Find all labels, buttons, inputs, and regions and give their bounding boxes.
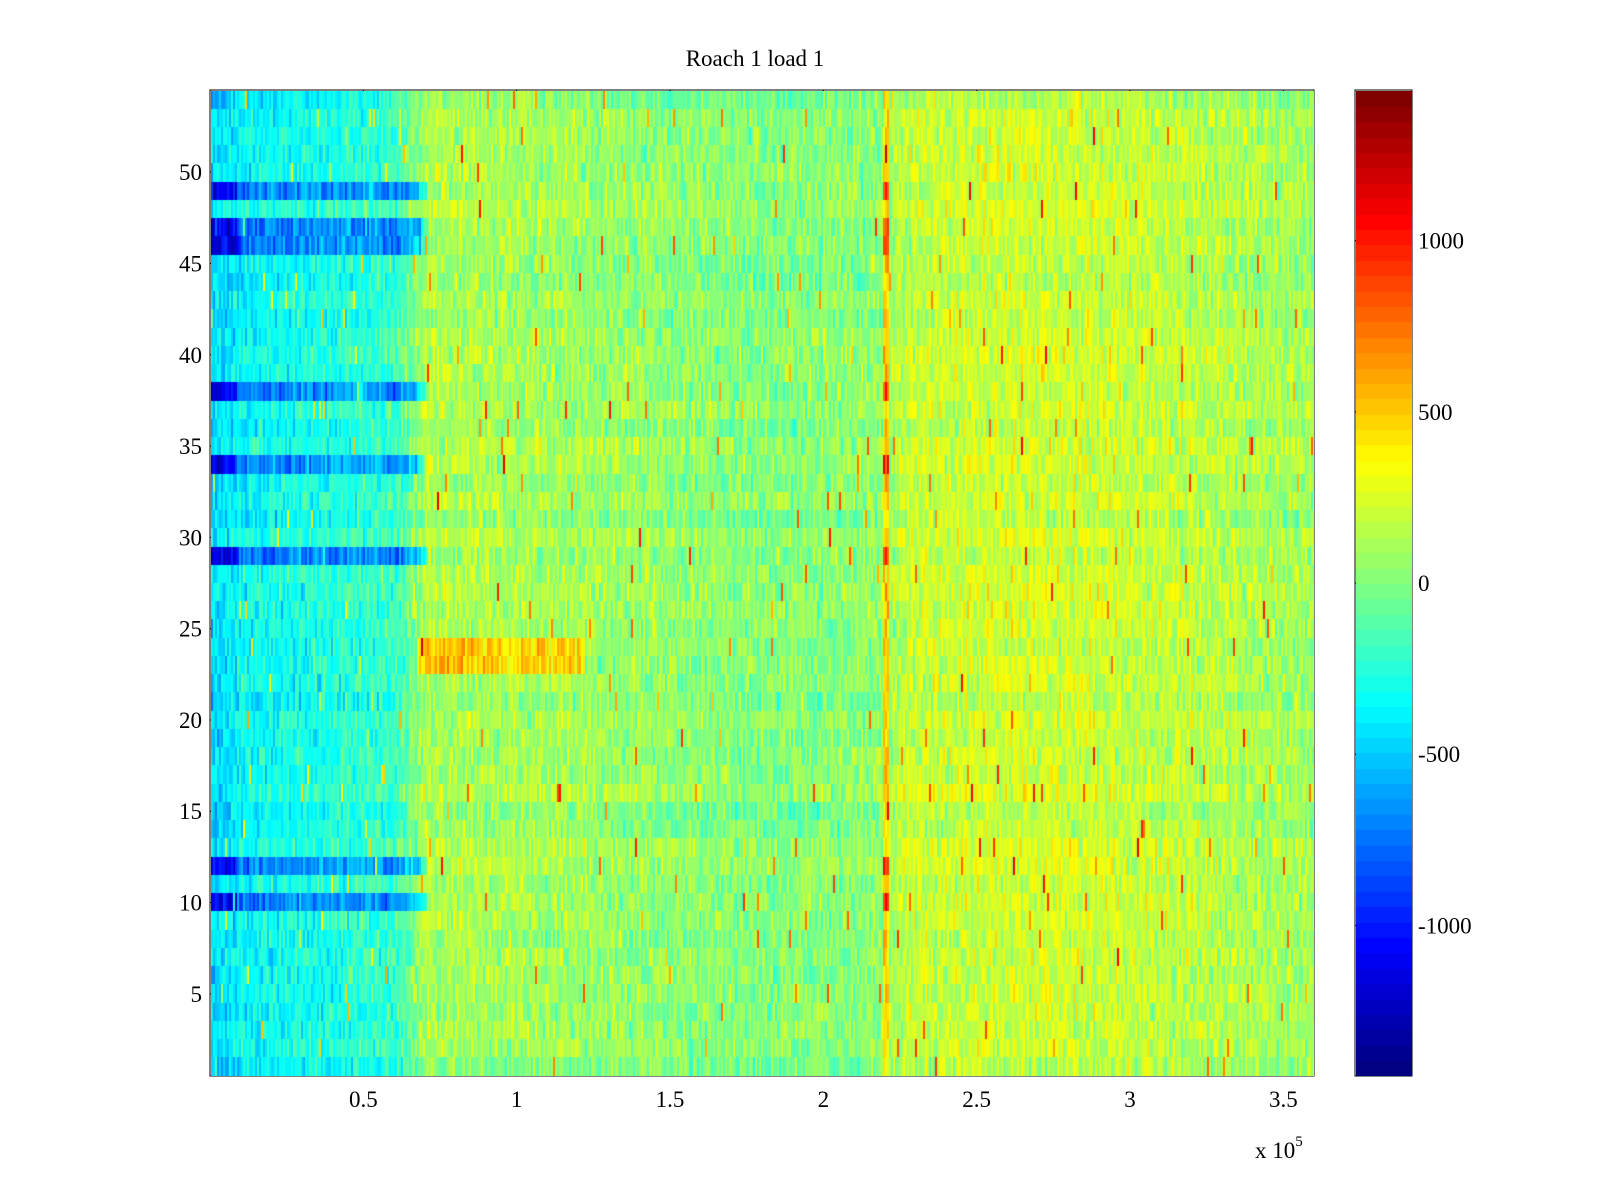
x-tick-label: 1.5 (656, 1087, 685, 1112)
y-tick-label: 15 (179, 799, 202, 824)
colorbar-tick-label: 0 (1418, 571, 1430, 596)
colorbar-tick-label: 500 (1418, 400, 1453, 425)
y-tick-label: 40 (179, 343, 202, 368)
y-tick-label: 45 (179, 251, 202, 276)
y-tick-label: 10 (179, 891, 202, 916)
x-tick-label: 2.5 (962, 1087, 991, 1112)
heatmap-image (211, 91, 1314, 1076)
y-tick-label: 35 (179, 434, 202, 459)
y-tick-label: 25 (179, 617, 202, 642)
colorbar-tick-label: -1000 (1418, 913, 1472, 938)
plot-frame (209, 89, 1315, 1077)
x-tick-label: 1 (511, 1087, 523, 1112)
y-tick-label: 30 (179, 525, 202, 550)
y-tick-label: 5 (191, 982, 203, 1007)
chart-title: Roach 1 load 1 (686, 46, 825, 71)
colorbar-axis: 1000 500 0 -500 -1000 (1355, 229, 1472, 938)
y-axis: 5 10 15 20 25 30 35 40 45 50 (179, 160, 1314, 1007)
x-exponent-label: x 105 (1255, 1134, 1303, 1163)
x-tick-label: 0.5 (349, 1087, 378, 1112)
colorbar-gradient (1356, 91, 1412, 1076)
colorbar-tick-label: -500 (1418, 742, 1460, 767)
x-exponent-power: 5 (1295, 1134, 1303, 1150)
x-tick-label: 2 (818, 1087, 830, 1112)
y-tick-label: 50 (179, 160, 202, 185)
colorbar-tick-label: 1000 (1418, 229, 1464, 254)
x-exponent-base: x 10 (1255, 1138, 1295, 1163)
x-tick-label: 3 (1124, 1087, 1136, 1112)
y-tick-label: 20 (179, 708, 202, 733)
x-tick-label: 3.5 (1269, 1087, 1298, 1112)
